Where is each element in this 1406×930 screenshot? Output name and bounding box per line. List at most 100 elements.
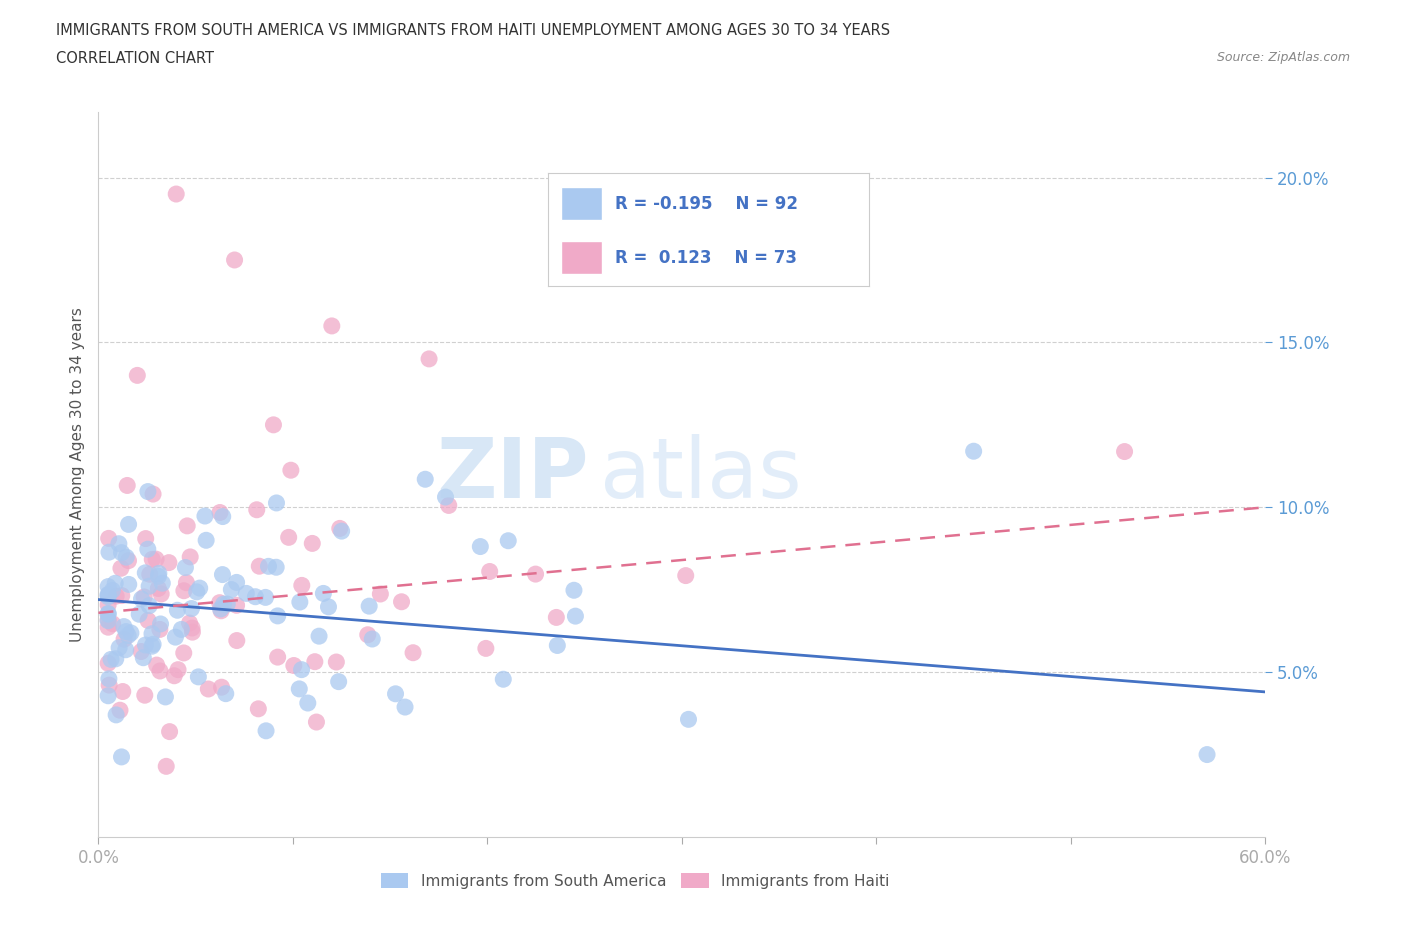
- Point: [145, 658, 167, 672]
- Point: [209, 604, 232, 618]
- Point: [128, 606, 150, 621]
- Point: [155, 759, 177, 774]
- Point: [101, 617, 124, 631]
- Point: [478, 564, 501, 578]
- Point: [155, 689, 177, 704]
- Point: [97, 607, 120, 622]
- Point: [165, 630, 187, 644]
- Point: [150, 576, 173, 591]
- Point: [117, 553, 139, 568]
- Point: [321, 318, 343, 333]
- Point: [136, 485, 159, 499]
- Point: [150, 587, 173, 602]
- Point: [225, 633, 247, 648]
- Point: [176, 576, 198, 591]
- Point: [413, 472, 436, 486]
- Point: [97, 613, 120, 628]
- Point: [254, 590, 277, 604]
- Point: [280, 463, 302, 478]
- Point: [194, 509, 217, 524]
- Point: [217, 596, 239, 611]
- Point: [235, 586, 257, 601]
- Point: [247, 701, 270, 716]
- Point: [678, 711, 700, 726]
- Point: [470, 539, 492, 554]
- Legend: Immigrants from South America, Immigrants from Haiti: Immigrants from South America, Immigrant…: [375, 867, 896, 895]
- Point: [247, 559, 270, 574]
- Point: [391, 594, 413, 609]
- Point: [97, 671, 120, 686]
- Text: ZIP: ZIP: [436, 433, 589, 515]
- Point: [257, 559, 280, 574]
- Point: [142, 486, 165, 501]
- Point: [1114, 445, 1136, 459]
- Point: [110, 561, 132, 576]
- Point: [174, 560, 197, 575]
- Point: [111, 588, 134, 603]
- Point: [173, 583, 195, 598]
- Point: [212, 597, 235, 612]
- Point: [134, 688, 156, 703]
- Point: [97, 587, 120, 602]
- Point: [100, 652, 122, 667]
- Point: [134, 590, 156, 604]
- Point: [117, 517, 139, 532]
- Point: [1195, 747, 1218, 762]
- Text: IMMIGRANTS FROM SOUTH AMERICA VS IMMIGRANTS FROM HAITI UNEMPLOYMENT AMONG AGES 3: IMMIGRANTS FROM SOUTH AMERICA VS IMMIGRA…: [56, 23, 890, 38]
- Point: [104, 651, 127, 666]
- Point: [325, 655, 347, 670]
- Point: [211, 567, 233, 582]
- Point: [291, 578, 314, 592]
- Point: [546, 610, 568, 625]
- Point: [149, 622, 172, 637]
- Point: [301, 536, 323, 551]
- Point: [384, 686, 406, 701]
- Point: [97, 588, 120, 603]
- Point: [118, 577, 141, 591]
- Point: [475, 641, 498, 656]
- Point: [134, 638, 156, 653]
- Point: [225, 598, 247, 613]
- Point: [266, 650, 288, 665]
- Point: [181, 620, 204, 635]
- Point: [211, 509, 233, 524]
- Point: [141, 551, 163, 566]
- Point: [136, 613, 159, 628]
- Point: [163, 669, 186, 684]
- Point: [262, 418, 284, 432]
- Point: [312, 586, 335, 601]
- Point: [104, 576, 127, 591]
- Point: [180, 601, 202, 616]
- Point: [97, 590, 120, 604]
- Point: [115, 624, 138, 639]
- Point: [361, 631, 384, 646]
- Point: [148, 581, 170, 596]
- Point: [290, 662, 312, 677]
- Point: [264, 560, 287, 575]
- Point: [546, 638, 568, 653]
- Point: [246, 502, 269, 517]
- Point: [221, 582, 243, 597]
- Point: [97, 619, 120, 634]
- Point: [318, 600, 340, 615]
- Point: [224, 253, 246, 268]
- Point: [166, 603, 188, 618]
- Point: [277, 530, 299, 545]
- Point: [197, 682, 219, 697]
- Point: [159, 724, 181, 739]
- Point: [98, 545, 121, 560]
- Point: [962, 444, 984, 458]
- Point: [110, 545, 132, 560]
- Point: [173, 645, 195, 660]
- Point: [142, 637, 165, 652]
- Point: [562, 583, 585, 598]
- Point: [157, 555, 180, 570]
- Point: [305, 714, 328, 729]
- Point: [564, 609, 586, 624]
- Point: [97, 613, 120, 628]
- Point: [179, 550, 201, 565]
- Point: [208, 595, 231, 610]
- Point: [437, 498, 460, 512]
- Point: [139, 567, 162, 582]
- Point: [120, 626, 142, 641]
